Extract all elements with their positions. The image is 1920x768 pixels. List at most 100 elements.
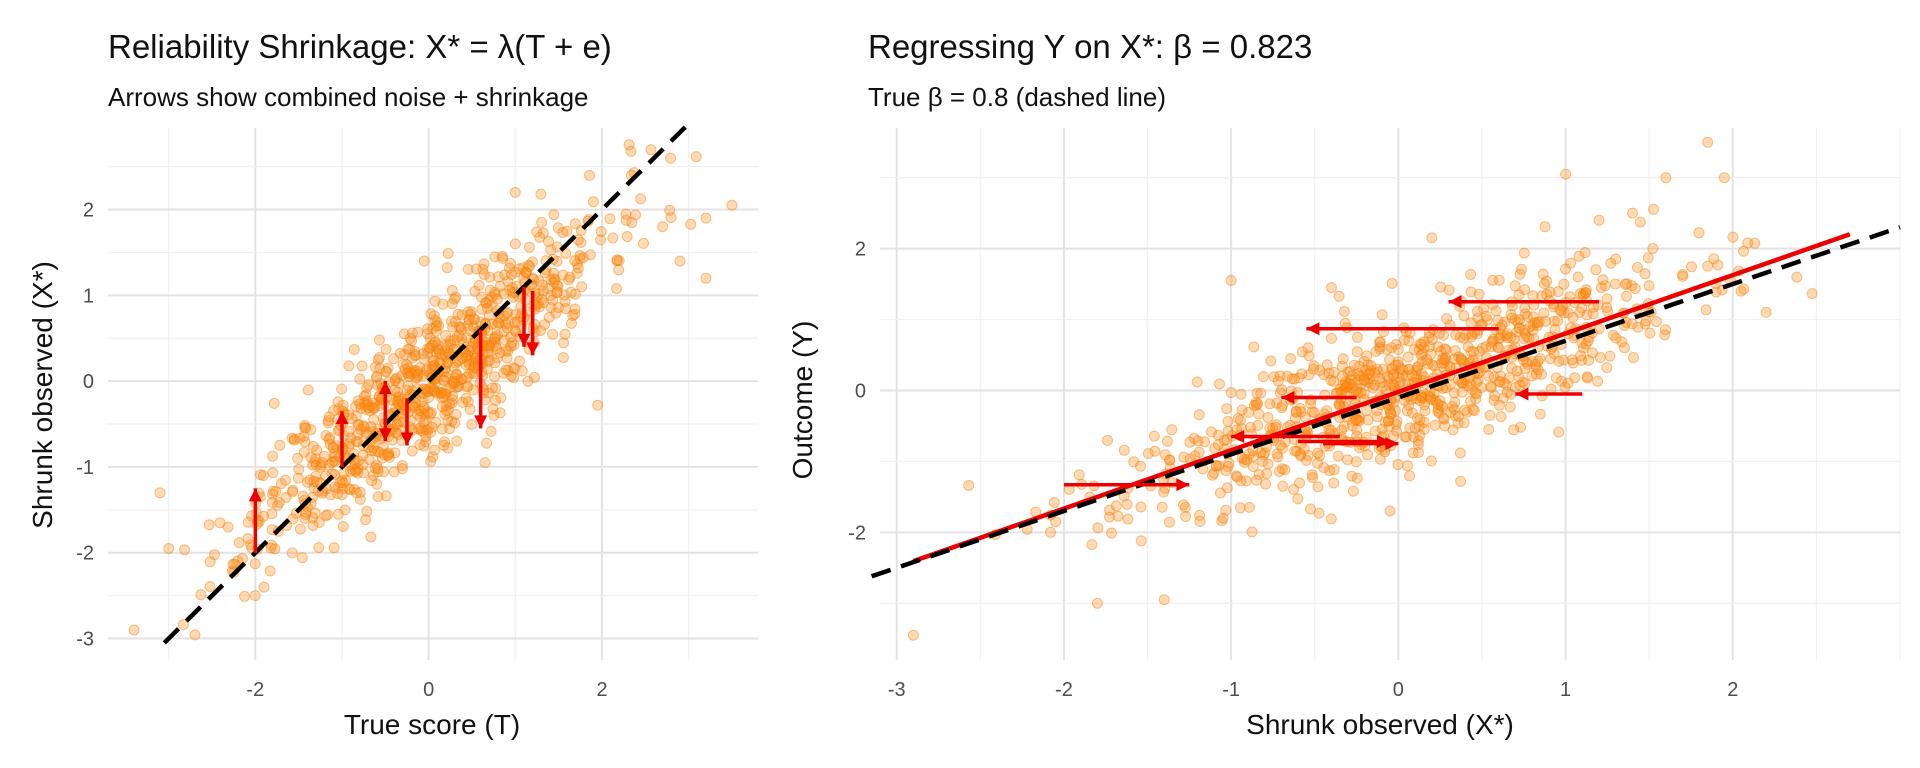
right-scatter-point <box>1533 316 1545 328</box>
right-scatter-point <box>1346 470 1358 482</box>
right-scatter-point <box>1395 363 1407 375</box>
left-scatter-point <box>545 244 557 256</box>
left-scatter-point <box>163 543 175 554</box>
right-scatter-point <box>1377 381 1389 393</box>
left-scatter-point <box>322 509 333 521</box>
right-scatter-point <box>1466 384 1478 396</box>
right-scatter-point <box>1464 378 1476 390</box>
right-scatter-point <box>1212 429 1224 441</box>
right-scatter-point <box>1268 371 1280 383</box>
left-scatter-point <box>336 475 348 487</box>
left-scatter-point <box>500 364 512 376</box>
right-scatter-point <box>1738 283 1750 295</box>
left-scatter-point <box>553 302 565 314</box>
right-scatter-point <box>1260 478 1272 490</box>
left-scatter-point <box>403 370 415 382</box>
right-scatter-point <box>1314 364 1326 376</box>
left-scatter-point <box>487 403 499 415</box>
left-scatter-point <box>492 317 504 328</box>
right-scatter-point <box>1426 334 1438 346</box>
left-scatter-point <box>543 311 555 323</box>
right-scatter-point <box>1530 368 1542 380</box>
left-scatter-point <box>533 275 545 287</box>
right-scatter-point <box>1486 341 1497 353</box>
right-scatter-point <box>1351 424 1363 436</box>
left-scatter-point <box>380 490 392 502</box>
left-y-tick-label: 1 <box>83 285 94 307</box>
right-scatter-point <box>1288 484 1300 495</box>
right-scatter-point <box>1206 426 1217 438</box>
right-scatter-point <box>1500 330 1512 342</box>
right-scatter-point <box>1504 401 1516 413</box>
right-scatter-point <box>1073 469 1085 481</box>
left-scatter-point <box>438 390 449 402</box>
left-scatter-point <box>574 253 586 265</box>
left-scatter-point <box>501 322 513 334</box>
left-scatter-point <box>300 506 312 518</box>
left-scatter-point <box>380 365 392 377</box>
right-scatter-point <box>1742 237 1754 249</box>
left-scatter-point <box>481 302 493 314</box>
right-scatter-point <box>1276 384 1288 396</box>
left-scatter-point <box>242 533 254 544</box>
right-scatter-point <box>1537 268 1549 280</box>
left-scatter-point <box>438 375 450 386</box>
right-noise-arrow <box>1281 391 1357 405</box>
right-scatter-point <box>1166 424 1178 436</box>
left-scatter-point <box>427 354 439 366</box>
left-scatter-point <box>424 342 435 354</box>
left-scatter-point <box>313 542 325 554</box>
left-scatter-point <box>537 227 549 239</box>
right-overlay <box>870 225 1901 579</box>
left-scatter-point <box>300 422 312 434</box>
right-scatter-point <box>1509 382 1521 393</box>
left-scatter-point <box>299 512 311 524</box>
right-scatter-point <box>1430 395 1441 407</box>
right-scatter-point <box>1308 360 1320 372</box>
left-scatter-point <box>393 395 404 407</box>
left-scatter-point <box>456 373 468 385</box>
left-scatter-point <box>467 337 479 349</box>
right-scatter-point <box>1488 394 1500 406</box>
left-scatter-point <box>480 297 492 309</box>
right-scatter-point <box>1449 396 1461 408</box>
right-scatter-point <box>1677 269 1689 280</box>
left-scatter-point <box>268 397 280 409</box>
left-scatter-point <box>558 289 570 301</box>
right-scatter-point <box>1481 314 1493 326</box>
left-scatter-point <box>404 366 416 377</box>
left-scatter-point <box>337 483 348 495</box>
left-scatter-point <box>483 347 494 359</box>
right-scatter-point <box>1361 350 1373 362</box>
right-scatter-point <box>1358 388 1370 400</box>
left-scatter-point <box>332 508 344 520</box>
left-scatter-point <box>420 436 432 448</box>
left-scatter-point <box>439 409 451 420</box>
left-scatter-point <box>361 396 373 408</box>
right-scatter-point <box>1374 336 1386 348</box>
right-scatter-point <box>1595 282 1607 294</box>
right-scatter-point <box>1499 316 1511 328</box>
left-scatter-point <box>326 456 338 468</box>
right-scatter-point <box>1161 435 1173 447</box>
right-scatter-point <box>1581 371 1593 383</box>
right-scatter-point <box>1508 424 1520 436</box>
left-scatter-point <box>239 590 250 602</box>
left-scatter-point <box>424 408 436 420</box>
left-scatter-point <box>421 384 433 395</box>
left-scatter-point <box>154 487 166 499</box>
left-scatter-point <box>501 307 513 319</box>
right-scatter-point <box>1411 412 1423 424</box>
right-scatter-point <box>1448 403 1460 415</box>
right-scatter-point <box>1340 380 1352 392</box>
right-scatter-point <box>1539 221 1551 233</box>
right-scatter-point <box>1392 344 1404 355</box>
right-scatter-point <box>1110 500 1122 512</box>
right-scatter-point <box>1295 448 1307 460</box>
right-scatter-point <box>1352 387 1364 398</box>
left-scatter-point <box>430 325 442 337</box>
left-scatter-point <box>358 390 370 402</box>
right-scatter-point <box>1605 257 1617 269</box>
right-scatter-point <box>1396 369 1408 381</box>
